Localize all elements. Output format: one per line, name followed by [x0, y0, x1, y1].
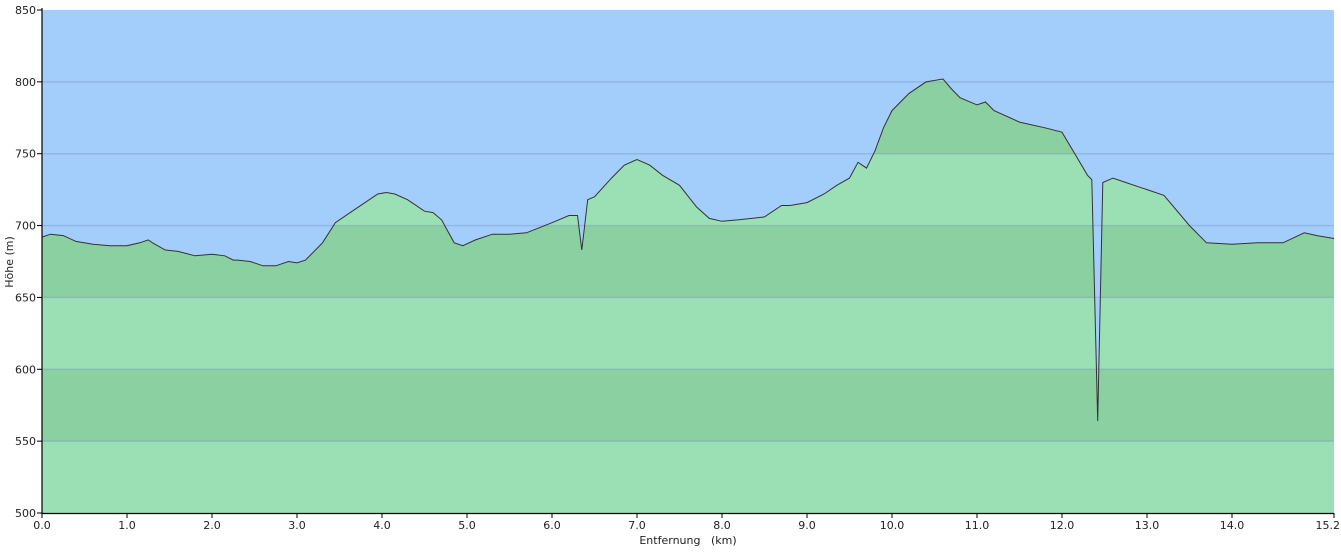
- x-tick-label: 15.2: [1316, 519, 1341, 532]
- gridlines: [42, 81, 1334, 442]
- y-tick-label: 650: [15, 291, 36, 304]
- x-tick-label: 10.0: [880, 519, 905, 532]
- x-tick-label: 5.0: [458, 519, 476, 532]
- x-tick-label: 1.0: [118, 519, 136, 532]
- y-tick-label: 550: [15, 435, 36, 448]
- x-tick-label: 0.0: [33, 519, 51, 532]
- x-tick-label: 14.0: [1220, 519, 1245, 532]
- x-tick-label: 7.0: [628, 519, 646, 532]
- x-ticks: 0.0 1.0 2.0 3.0 4.0 5.0 6.0 7.0 8.0 9.0 10.0 11.0 12…: [33, 513, 1340, 532]
- y-axis-title: Höhe (m): [3, 236, 16, 288]
- x-tick-label: 3.0: [288, 519, 306, 532]
- y-tick-label: 600: [15, 363, 36, 376]
- x-tick-label: 11.0: [965, 519, 990, 532]
- x-tick-label: 13.0: [1135, 519, 1160, 532]
- y-tick-label: 800: [15, 76, 36, 89]
- x-tick-label: 4.0: [373, 519, 391, 532]
- y-tick-label: 850: [15, 4, 36, 17]
- x-tick-label: 2.0: [203, 519, 221, 532]
- y-ticks: 500 550 600 650 700 750 800 850: [15, 4, 42, 520]
- y-tick-label: 700: [15, 220, 36, 233]
- ground-band: [42, 369, 1334, 442]
- axes: [41, 8, 1334, 515]
- x-tick-label: 6.0: [543, 519, 561, 532]
- x-tick-label: 9.0: [798, 519, 816, 532]
- ground-band: [42, 297, 1334, 370]
- y-tick-label: 500: [15, 507, 36, 520]
- x-tick-label: 8.0: [713, 519, 731, 532]
- y-tick-label: 750: [15, 148, 36, 161]
- x-axis-title: Entfernung (km): [639, 534, 736, 547]
- elevation-profile-line: [41, 78, 1335, 422]
- x-tick-label: 12.0: [1050, 519, 1075, 532]
- ground-band: [42, 441, 1334, 513]
